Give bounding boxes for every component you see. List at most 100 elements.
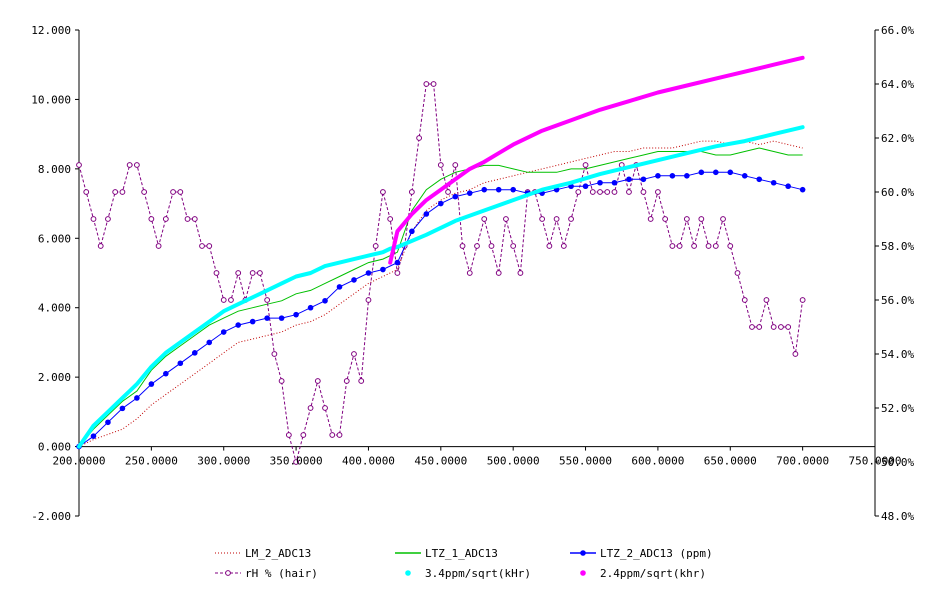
data-point — [459, 243, 466, 249]
data-point — [285, 432, 292, 438]
data-point — [582, 162, 589, 168]
y2-tick-label: 52.0% — [881, 402, 914, 415]
data-point — [495, 270, 502, 276]
x-tick-label: 750.0000 — [849, 455, 902, 468]
data-point — [119, 189, 126, 195]
data-point — [749, 324, 755, 330]
data-point — [698, 169, 705, 176]
x-tick-label: 250.0000 — [125, 455, 178, 468]
data-point — [452, 162, 459, 168]
data-point — [264, 315, 270, 321]
legend-item-ltz-1-adc13: LTZ_1_ADC13 — [395, 547, 498, 560]
data-point — [792, 351, 799, 357]
x-tick-label: 450.0000 — [414, 455, 467, 468]
y-tick-label: 12.000 — [31, 24, 71, 37]
data-point — [199, 243, 205, 249]
data-point — [235, 322, 241, 328]
data-point — [322, 405, 328, 411]
data-point — [698, 216, 705, 222]
data-point — [539, 216, 546, 222]
legend-item-3-4ppm-sqrt-khr: 3.4ppm/sqrt(kHr) — [405, 567, 531, 580]
tick-labels: -2.000 0.000 2.000 4.000 6.000 8.000 10.000 12.… — [31, 24, 914, 523]
x-tick-label: 550.0000 — [559, 455, 612, 468]
data-point — [560, 243, 567, 249]
data-point — [474, 243, 480, 249]
data-point — [481, 186, 488, 193]
data-point — [647, 216, 654, 222]
x-tick-label: 400.0000 — [342, 455, 395, 468]
y2-tick-label: 62.0% — [881, 132, 914, 145]
data-point — [220, 329, 227, 335]
y-tick-label: 0.000 — [38, 441, 71, 454]
y-tick-label: 6.000 — [38, 232, 71, 245]
data-point — [148, 216, 155, 222]
data-point — [684, 173, 690, 179]
data-point — [655, 173, 661, 179]
y2-tick-label: 50.0% — [881, 456, 914, 469]
y-tick-label: 4.000 — [38, 302, 71, 315]
data-point — [112, 189, 119, 195]
data-point — [170, 189, 176, 195]
legend-label: LM_2_ADC13 — [245, 547, 311, 560]
data-point — [228, 297, 234, 303]
data-point — [437, 162, 444, 168]
x-tick-label: 350.0000 — [270, 455, 323, 468]
data-point — [336, 432, 343, 438]
data-point — [408, 189, 415, 195]
data-point — [713, 169, 719, 176]
data-point — [430, 81, 437, 87]
data-point — [177, 189, 184, 195]
series-line-ltz-1-adc13 — [78, 147, 803, 447]
data-point — [799, 297, 806, 303]
data-point — [213, 270, 220, 276]
data-point — [134, 395, 140, 401]
data-point — [597, 189, 603, 195]
data-point — [394, 270, 401, 276]
y-tick-label: 10.000 — [31, 93, 71, 106]
data-point — [351, 277, 357, 283]
data-point — [770, 324, 777, 330]
data-point — [155, 243, 162, 249]
data-point — [778, 324, 784, 330]
data-point — [351, 351, 357, 357]
legend-label: rH % (hair) — [245, 567, 318, 580]
y2-tick-label: 60.0% — [881, 186, 914, 199]
data-point — [575, 189, 582, 195]
data-point — [517, 270, 524, 276]
legend-marker — [225, 570, 231, 576]
data-point — [162, 216, 169, 222]
data-point — [546, 243, 553, 249]
data-point — [626, 176, 632, 183]
data-point — [257, 270, 263, 276]
series-layer — [76, 55, 806, 465]
data-point — [712, 243, 719, 249]
data-point — [763, 297, 770, 303]
data-point — [329, 432, 336, 438]
series-line-lm-2-adc13 — [78, 140, 803, 448]
data-point — [720, 216, 726, 222]
legend-item-lm-2-adc13: LM_2_ADC13 — [215, 547, 311, 560]
x-tick-label: 600.0000 — [631, 455, 684, 468]
data-point — [206, 339, 213, 346]
data-point — [626, 189, 632, 195]
data-point — [662, 216, 669, 222]
data-point — [438, 200, 444, 207]
data-point — [133, 162, 140, 168]
legend-marker — [580, 570, 586, 576]
data-point — [466, 270, 473, 276]
data-point — [734, 270, 741, 276]
data-point — [756, 176, 763, 183]
data-point — [409, 228, 415, 235]
data-point — [770, 179, 777, 186]
data-point — [510, 243, 517, 249]
legend-item-2-4ppm-sqrt-khr: 2.4ppm/sqrt(khr) — [580, 567, 706, 580]
y2-tick-label: 58.0% — [881, 240, 914, 253]
series-line-rh-hair — [78, 83, 804, 464]
data-point — [184, 216, 191, 222]
data-point — [669, 173, 676, 179]
data-point — [655, 189, 661, 195]
series-rh-hair — [76, 81, 806, 465]
x-tick-label: 650.0000 — [704, 455, 757, 468]
data-point — [177, 360, 184, 367]
